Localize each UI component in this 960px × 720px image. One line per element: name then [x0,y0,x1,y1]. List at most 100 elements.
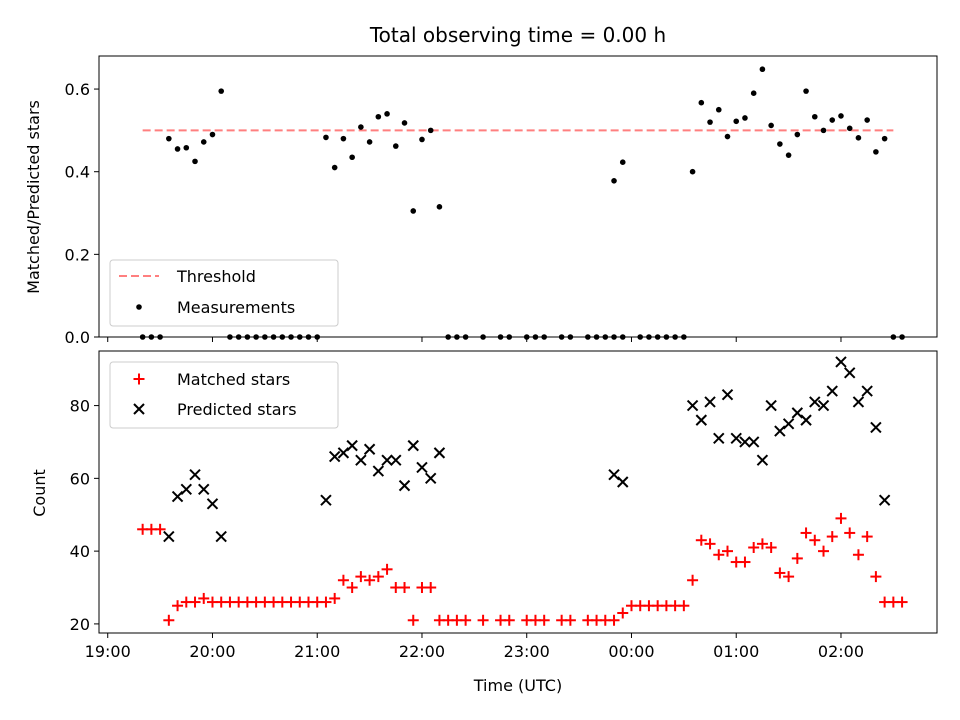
matched-point [154,523,166,535]
predicted-point [372,465,385,477]
x-tick-label: 23:00 [504,642,550,661]
matched-point [852,549,864,561]
measurement-point [742,115,748,121]
predicted-point [809,396,821,408]
matched-point [460,614,472,626]
measurement-point [419,136,425,143]
measurement-point [611,177,617,184]
predicted-point [756,454,769,466]
x-tick-label: 20:00 [189,642,235,661]
measurement-point [811,113,818,120]
measurement-point [707,119,713,125]
predicted-point [355,454,367,466]
predicted-point [206,498,219,510]
y-tick-label: 0.0 [65,328,90,347]
predicted-point [425,472,437,485]
matched-point [477,614,489,626]
matched-point [617,607,629,619]
measurement-point [733,118,740,125]
measurement-point [331,164,338,171]
predicted-point [416,461,428,474]
matched-point [538,614,550,626]
y-tick-label: 0.4 [65,163,90,182]
matched-point [320,596,332,608]
predicted-point [215,530,227,543]
axes-frame [98,350,938,634]
x-tick-label: 19:00 [85,642,131,661]
measurement-point [619,159,626,166]
measurement-point [392,143,399,149]
measurement-point [358,124,364,130]
predicted-point [189,469,201,481]
count-panel: Count 20 40 60 80 19:00 20:00 21:00 22:00 23:00 0… [30,350,938,695]
predicted-point [747,436,760,448]
predicted-point [337,447,350,459]
measurement-point [218,88,225,94]
matched-legend-marker [133,373,145,385]
measurement-point [427,127,434,134]
predicted-point [407,439,419,452]
count-axes: 20 40 60 80 19:00 20:00 21:00 22:00 23:00 00:00 01… [70,350,938,661]
top-y-axis-label: Matched/Predicted stars [24,100,43,294]
matched-point [774,567,786,579]
predicted-point [852,396,865,408]
matched-point [172,600,184,612]
predicted-point [363,443,376,455]
y-tick-label: 60 [70,469,90,488]
predicted-point [800,414,812,426]
measurement-point [803,88,809,94]
measurement-point [846,125,853,132]
predicted-point [826,385,838,397]
matched-point [372,571,384,583]
y-tick-label: 20 [70,615,90,634]
matched-point [189,596,201,608]
measurement-point [855,135,862,141]
predicted-point [608,469,620,481]
matched-point [695,534,707,546]
matched-point [896,596,908,608]
matched-point [844,527,856,539]
predicted-legend-marker [133,403,145,415]
matched-point [355,571,367,583]
predicted-point [381,454,393,466]
measurement-point [401,120,408,126]
measurement-point [209,131,216,138]
measurement-point [349,154,355,161]
measurement-point [698,99,705,106]
y-tick-label: 0.6 [65,80,90,99]
matched-point [425,582,437,594]
bottom-y-axis-label: Count [30,469,49,517]
ratio-panel: Matched/Predicted stars 0.0 0.2 0.4 0.6 Thr… [24,55,938,347]
x-tick-label: 21:00 [294,642,340,661]
matched-point [713,549,725,561]
matched-point [564,614,576,626]
chart-title: Total observing time = 0.00 h [369,23,666,47]
matched-point [818,545,830,557]
threshold-legend-label: Threshold [176,267,256,286]
x-tick-label: 02:00 [818,642,864,661]
matched-point [748,541,760,553]
matched-point [870,571,882,583]
predicted-point [704,396,716,408]
matched-point [163,614,175,626]
predicted-point [774,425,786,437]
matched-point [791,552,803,564]
measurement-point [340,135,347,142]
predicted-point [180,483,192,495]
predicted-point [730,432,742,445]
ratio-axes: 0.0 0.2 0.4 0.6 [65,55,938,347]
x-tick-label: 01:00 [713,642,759,661]
measurement-point [829,117,836,123]
matched-point [809,534,821,546]
matched-point [861,531,873,543]
predicted-point [844,367,856,379]
matched-point [337,574,349,586]
bottom-legend: Matched stars Predicted stars [109,361,339,429]
matched-point [678,600,690,612]
measurement-point [750,90,757,96]
predicted-point [835,356,847,368]
measurement-point [759,66,766,73]
predicted-point [686,399,699,412]
measurement-point [768,122,774,129]
